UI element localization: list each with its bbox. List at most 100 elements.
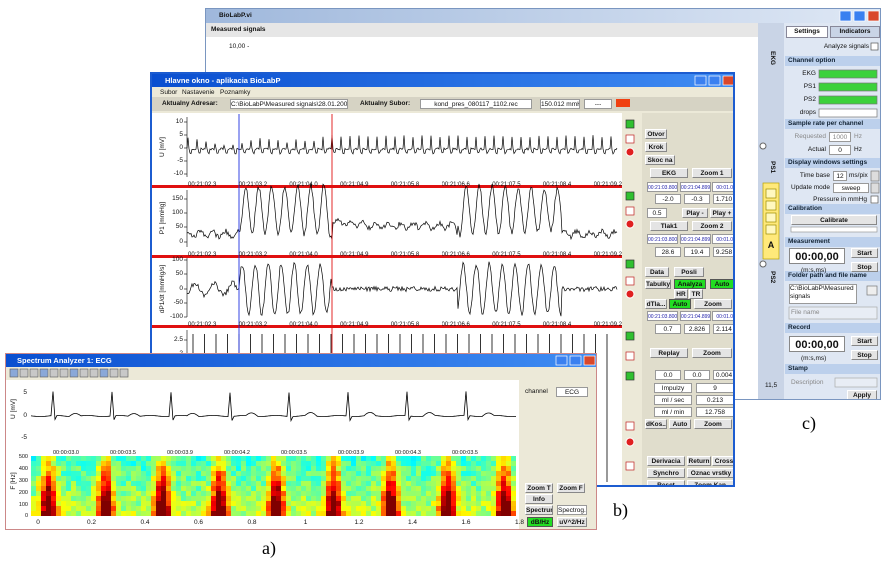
button[interactable]: HR: [674, 289, 688, 299]
toggle-button[interactable]: Auto: [710, 279, 734, 289]
spectrogram-cell: [446, 476, 451, 481]
spectrogram-cell: [301, 461, 306, 466]
button[interactable]: TR: [689, 289, 703, 299]
spectrogram-cell: [431, 461, 436, 466]
button[interactable]: Start: [851, 336, 878, 346]
spectrogram-cell: [391, 481, 396, 486]
spectrogram-cell: [51, 506, 56, 511]
spectrogram-cell: [281, 466, 286, 471]
button[interactable]: Posli: [674, 267, 704, 277]
button[interactable]: uV^2/Hz: [557, 517, 587, 527]
spectrogram-cell: [281, 501, 286, 506]
reset-button: [626, 220, 634, 228]
spectrogram-cell: [501, 496, 506, 501]
spectrogram-cell: [211, 461, 216, 466]
spectrogram-cell: [221, 496, 226, 501]
tool-button: [766, 225, 776, 234]
button[interactable]: Synchro: [647, 468, 685, 478]
button[interactable]: Skoc na: [645, 155, 675, 165]
button[interactable]: Derivacia: [647, 456, 685, 466]
button[interactable]: Calibrate: [791, 215, 877, 225]
button[interactable]: Zoom 1: [692, 168, 732, 178]
button[interactable]: Cross: [712, 456, 735, 466]
button[interactable]: Reset: [647, 480, 685, 487]
button[interactable]: dTla...: [645, 299, 667, 309]
button[interactable]: Apply: [847, 390, 877, 400]
spectrogram-cell: [196, 471, 201, 476]
spectrogram-cell: [471, 511, 476, 516]
spectrogram-cell: [146, 456, 151, 461]
spectrogram-cell: [211, 511, 216, 516]
toggle-button[interactable]: Analyza: [674, 279, 706, 289]
page: BioLabP.viMeasured signals10,00 -EKGPS1P…: [0, 0, 881, 568]
spectrogram-cell: [306, 481, 311, 486]
label: 00:21:06.6: [442, 250, 472, 260]
button[interactable]: Play +: [710, 208, 734, 218]
button[interactable]: Zoom: [694, 299, 732, 309]
spectrogram-cell: [136, 506, 141, 511]
spectrogram-cell: [311, 511, 316, 516]
spectrogram-cell: [456, 511, 461, 516]
button[interactable]: Spectrum: [525, 505, 553, 515]
spectrogram-cell: [456, 491, 461, 496]
button[interactable]: Otvor: [645, 129, 667, 139]
spectrogram-cell: [291, 471, 296, 476]
button[interactable]: Zoom: [692, 348, 732, 358]
spectrogram-cell: [321, 476, 326, 481]
button[interactable]: Info: [525, 494, 553, 504]
spectrogram-cell: [336, 511, 341, 516]
spectrogram-cell: [416, 461, 421, 466]
spectrogram-cell: [486, 486, 491, 491]
button[interactable]: Zoom F: [557, 483, 585, 493]
spectrogram-cell: [91, 511, 96, 516]
button[interactable]: Auto: [669, 419, 691, 429]
spectrogram-cell: [296, 511, 301, 516]
spectrogram-cell: [131, 476, 136, 481]
toggle-button[interactable]: dB/Hz: [527, 517, 553, 527]
spectrogram-cell: [101, 486, 106, 491]
spectrogram-cell: [76, 471, 81, 476]
spectrogram-cell: [366, 486, 371, 491]
button[interactable]: EKG: [650, 168, 688, 178]
spectrogram-cell: [161, 486, 166, 491]
spectrogram-cell: [361, 501, 366, 506]
spectrogram-cell: [466, 511, 471, 516]
spectrogram-cell: [486, 491, 491, 496]
spectrogram-cell: [191, 486, 196, 491]
spectrogram-cell: [296, 476, 301, 481]
spectrogram-cell: [56, 476, 61, 481]
button[interactable]: Start: [851, 248, 878, 258]
button[interactable]: Zoom T: [525, 483, 553, 493]
button[interactable]: Stop: [851, 350, 878, 360]
button[interactable]: Krok: [645, 142, 667, 152]
time-display: 00:00,00: [789, 336, 845, 352]
window-title: Spectrum Analyzer 1: ECG: [17, 356, 177, 366]
spectrogram-cell: [341, 481, 346, 486]
button[interactable]: Return: [687, 456, 711, 466]
button[interactable]: Oznac vrstky: [687, 468, 735, 478]
field: 0.7: [655, 324, 681, 334]
button[interactable]: Tabulky: [645, 279, 671, 289]
button[interactable]: Zoom 2: [692, 221, 732, 231]
button[interactable]: Tlak1: [650, 221, 688, 231]
spectrogram-cell: [76, 466, 81, 471]
spectrogram-cell: [421, 501, 426, 506]
button[interactable]: Zoom: [694, 419, 732, 429]
field: 00:21:03.800: [647, 311, 678, 321]
spectrogram-cell: [436, 491, 441, 496]
toggle-button[interactable]: Auto: [669, 299, 691, 309]
label: Pressure in mmHg: [789, 195, 867, 205]
spectrogram-cell: [126, 466, 131, 471]
spectrogram-cell: [506, 491, 511, 496]
spectrogram-cell: [156, 476, 161, 481]
button[interactable]: dKos...: [645, 419, 667, 429]
button[interactable]: Zoom Kan.: [687, 480, 735, 487]
button[interactable]: Play -: [682, 208, 708, 218]
button[interactable]: Data: [645, 267, 669, 277]
spectrogram-cell: [466, 461, 471, 466]
spectrogram-cell: [421, 496, 426, 501]
spectrogram-cell: [261, 491, 266, 496]
button[interactable]: Replay: [650, 348, 688, 358]
button[interactable]: Stop: [851, 262, 878, 272]
spectrogram-cell: [401, 481, 406, 486]
